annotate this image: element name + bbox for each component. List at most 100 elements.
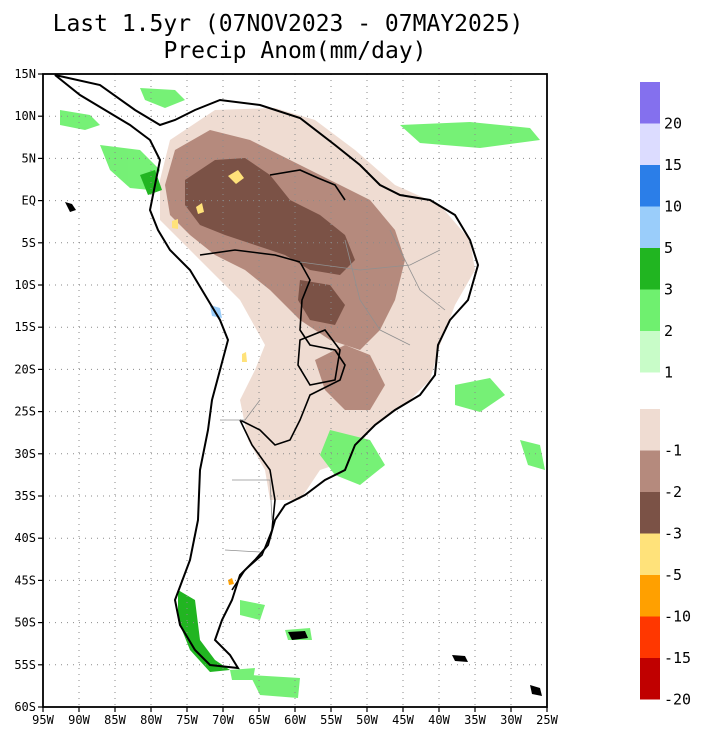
lat-tick-label: 25S [14, 405, 36, 419]
lon-tick-label: 70W [212, 713, 234, 727]
latitude-labels: 15N 10N 5N EQ 5S 10S 15S 20S 25S 30S 35S 40S 45S 50S 5… [14, 67, 43, 714]
lat-tick-label: 5N [22, 151, 36, 165]
lon-tick-label: 95W [32, 713, 54, 727]
longitude-labels: 95W 90W 85W 80W 75W 70W 65W 60W 55W 50W 45W 40W 35W 3… [32, 707, 559, 727]
title-line-1: Last 1.5yr (07NOV2023 - 07MAY2025) [53, 11, 524, 37]
wet-legend-swatch [640, 123, 660, 165]
guiana-border [269, 169, 346, 201]
dry-anomaly-medium-area-south [315, 345, 385, 410]
wet-legend-swatch [640, 82, 660, 124]
dry-anomaly-strong-spot-5 [228, 578, 234, 585]
wet-legend-label: 3 [664, 281, 673, 299]
dry-legend-swatch [640, 492, 660, 534]
wet-anomaly-caribbean [140, 88, 185, 108]
paraguay-border [297, 329, 341, 386]
falkland-islands [288, 631, 308, 640]
state-boundary-1 [299, 249, 441, 271]
dry-legend-swatch [640, 450, 660, 492]
wet-legend-swatch [640, 206, 660, 248]
lat-tick-label: 20S [14, 362, 36, 376]
state-boundary-3 [389, 229, 446, 311]
lon-tick-label: 85W [104, 713, 126, 727]
dry-legend-label: -3 [664, 525, 682, 543]
wet-anomaly-south-atlantic [250, 675, 300, 698]
anomaly-fields [60, 88, 545, 698]
dry-legend-swatch [640, 575, 660, 617]
lat-tick-label: 45S [14, 573, 36, 587]
lon-tick-label: 45W [392, 713, 414, 727]
dry-legend-swatch [640, 658, 660, 700]
dry-legend-label: -15 [664, 649, 691, 667]
map-plot-area [42, 73, 548, 708]
wet-legend-label: 1 [664, 364, 673, 382]
dry-legend-label: -2 [664, 483, 682, 501]
wet-legend-swatch [640, 331, 660, 373]
lon-tick-label: 65W [248, 713, 270, 727]
south-sandwich [530, 685, 542, 696]
dry-anomaly-strong-spot-3 [172, 219, 178, 229]
dry-legend-swatch [640, 533, 660, 575]
dry-anomaly-dark-area [185, 158, 355, 275]
galapagos-islands [65, 202, 76, 212]
lat-tick-label: 35S [14, 489, 36, 503]
lat-tick-label: 40S [14, 531, 36, 545]
lat-tick-label: 15S [14, 320, 36, 334]
wet-legend: 20 15 10 5 3 2 1 [640, 82, 682, 382]
state-boundary-2 [344, 239, 411, 346]
title-line-2: Precip Anom(mm/day) [163, 38, 426, 64]
lon-tick-label: 75W [176, 713, 198, 727]
wet-legend-label: 20 [664, 115, 682, 133]
wet-legend-swatch [640, 248, 660, 290]
lon-tick-label: 30W [500, 713, 522, 727]
wet-anomaly-uruguay [320, 430, 385, 485]
wet-anomaly-pacific-north [60, 110, 100, 130]
lat-tick-label: EQ [22, 194, 36, 208]
wet-legend-label: 5 [664, 239, 673, 257]
dry-anomaly-dark-area-2 [298, 280, 345, 325]
wet-anomaly-atlantic-east [520, 440, 545, 470]
amazon-basin-border [199, 249, 346, 446]
state-boundary-4 [232, 479, 273, 521]
lon-tick-label: 50W [356, 713, 378, 727]
wet-anomaly-atlantic-north [400, 122, 540, 148]
dry-legend-label: -1 [664, 442, 682, 460]
lon-tick-label: 25W [536, 713, 558, 727]
lat-tick-label: 15N [14, 67, 36, 81]
south-america-coastline [54, 74, 480, 670]
state-boundary-6 [220, 399, 261, 421]
wet-anomaly-strong-chile [178, 590, 230, 672]
wet-anomaly-drake [230, 668, 255, 680]
south-georgia [452, 655, 468, 662]
dry-legend-label: -20 [664, 691, 691, 709]
dry-legend-label: -10 [664, 608, 691, 626]
wet-legend-label: 10 [664, 198, 682, 216]
lon-tick-label: 90W [68, 713, 90, 727]
lat-tick-label: 10S [14, 278, 36, 292]
wet-legend-label: 2 [664, 322, 673, 340]
state-boundary-5 [224, 549, 261, 553]
dry-legend-swatch [640, 409, 660, 451]
state-boundaries [220, 229, 446, 553]
wet-legend-label: 15 [664, 156, 682, 174]
lat-tick-label: 5S [22, 236, 36, 250]
lat-tick-label: 50S [14, 616, 36, 630]
wet-anomaly-patagonia-coast [240, 600, 265, 620]
dry-legend-label: -5 [664, 566, 682, 584]
wet-anomaly-atlantic-south [455, 378, 505, 412]
dry-anomaly-strong-spot-2 [196, 203, 204, 214]
wet-legend-swatch [640, 289, 660, 331]
lat-tick-label: 30S [14, 447, 36, 461]
islands [65, 202, 542, 696]
country-borders [54, 74, 480, 670]
dry-anomaly-strong-spot-4 [242, 352, 247, 362]
lat-tick-label: 55S [14, 658, 36, 672]
dry-anomaly-strong-spot-1 [228, 170, 244, 184]
dry-legend-swatch [640, 616, 660, 658]
lat-tick-label: 60S [14, 700, 36, 714]
lat-tick-label: 10N [14, 109, 36, 123]
lon-tick-label: 40W [428, 713, 450, 727]
lon-tick-label: 55W [320, 713, 342, 727]
dry-legend: -1 -2 -3 -5 -10 -15 -20 [640, 409, 691, 709]
